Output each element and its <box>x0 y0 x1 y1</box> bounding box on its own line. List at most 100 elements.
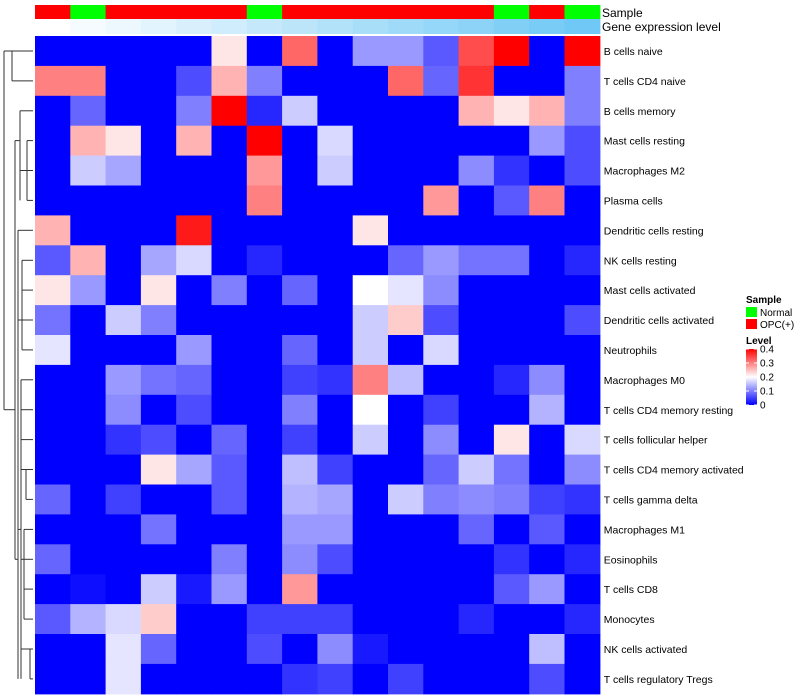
heatmap-cell <box>211 305 248 336</box>
heatmap-cell <box>564 574 601 605</box>
heatmap-cell <box>352 305 389 336</box>
sample-annotation-cell <box>35 5 71 19</box>
heatmap-cell <box>529 514 566 545</box>
heatmap-cell <box>140 394 177 426</box>
heatmap-cell <box>317 454 354 486</box>
heatmap-cell <box>493 364 530 396</box>
heatmap-cell <box>105 215 142 246</box>
heatmap-cell <box>388 125 424 157</box>
heatmap-cell <box>388 36 424 67</box>
heatmap-cell <box>317 275 354 306</box>
expression-annotation-bar <box>35 19 601 34</box>
heatmap-cell <box>493 484 530 515</box>
heatmap-cell <box>352 604 389 635</box>
heatmap-cell <box>70 155 107 187</box>
heatmap-cell <box>423 275 460 306</box>
heatmap-cell <box>529 215 566 246</box>
level-tick-label: 0 <box>760 401 766 412</box>
heatmap-cell <box>246 514 283 545</box>
expression-annotation-cell <box>35 19 71 34</box>
heatmap-cell <box>352 574 389 605</box>
heatmap-cell <box>211 454 248 486</box>
heatmap-cell <box>176 215 213 246</box>
heatmap-cell <box>140 185 177 216</box>
heatmap-cell <box>493 454 530 486</box>
heatmap-cell <box>35 275 71 306</box>
heatmap-cell <box>352 394 389 426</box>
heatmap-cell <box>352 125 389 157</box>
heatmap-cell <box>35 424 71 456</box>
level-legend: Level 0.4 0.3 0.2 0.1 0 <box>746 336 774 412</box>
heatmap-cell <box>423 305 460 336</box>
legend-swatch-opc <box>746 319 757 329</box>
heatmap-cell <box>105 155 142 187</box>
heatmap-cell <box>388 663 424 695</box>
sample-annotation-cell <box>211 5 248 19</box>
heatmap-cell <box>176 364 213 396</box>
heatmap-cell <box>105 574 142 605</box>
heatmap-cell <box>246 305 283 336</box>
heatmap-cell <box>105 484 142 515</box>
heatmap-cell <box>564 514 601 545</box>
heatmap-cell <box>529 394 566 426</box>
heatmap-cell <box>529 95 566 127</box>
heatmap-cell <box>529 544 566 575</box>
heatmap-cell <box>352 544 389 575</box>
heatmap-cell <box>105 95 142 127</box>
heatmap-cell <box>529 634 566 665</box>
row-label: T cells follicular helper <box>604 435 708 447</box>
heatmap-cell <box>282 514 318 545</box>
heatmap-cell <box>529 36 566 67</box>
heatmap-cell <box>352 185 389 216</box>
heatmap-cell <box>246 394 283 426</box>
heatmap-cell <box>140 36 177 67</box>
heatmap-cell <box>458 155 495 187</box>
heatmap-cell <box>388 604 424 635</box>
heatmap-cell <box>423 394 460 426</box>
heatmap-cell <box>140 454 177 486</box>
heatmap-cell <box>176 125 213 157</box>
heatmap-cell <box>458 335 495 366</box>
heatmap-cell <box>458 65 495 97</box>
heatmap-cell <box>211 245 248 276</box>
heatmap-cell <box>176 544 213 575</box>
heatmap-cell <box>35 604 71 635</box>
heatmap-cell <box>317 484 354 515</box>
heatmap-cell <box>282 155 318 187</box>
heatmap-cell <box>176 514 213 545</box>
heatmap-cell <box>529 604 566 635</box>
heatmap-cell <box>35 95 71 127</box>
heatmap-cell <box>388 95 424 127</box>
row-label: Mast cells resting <box>604 136 685 148</box>
row-label: Dendritic cells activated <box>604 315 714 327</box>
heatmap-cell <box>564 663 601 695</box>
heatmap-cell <box>70 364 107 396</box>
heatmap-cell <box>282 125 318 157</box>
heatmap-cell <box>176 335 213 366</box>
heatmap-cell <box>423 454 460 486</box>
heatmap-cell <box>423 424 460 456</box>
heatmap-cell <box>246 185 283 216</box>
heatmap-cell <box>352 95 389 127</box>
heatmap-cell <box>458 663 495 695</box>
heatmap-cell <box>423 364 460 396</box>
heatmap-cell <box>105 634 142 665</box>
heatmap-cell <box>105 663 142 695</box>
heatmap-cell <box>317 574 354 605</box>
sample-annotation-cell <box>564 5 601 19</box>
heatmap-cell <box>282 604 318 635</box>
heatmap-cell <box>529 335 566 366</box>
heatmap-cell <box>564 604 601 635</box>
legend-label-normal: Normal <box>760 308 792 319</box>
heatmap-cell <box>140 424 177 456</box>
heatmap-cell <box>282 634 318 665</box>
sample-annotation-cell <box>388 5 424 19</box>
heatmap-cell <box>352 514 389 545</box>
expression-annotation-cell <box>564 19 601 34</box>
heatmap-cell <box>35 335 71 366</box>
heatmap-cell <box>564 305 601 336</box>
heatmap-cell <box>352 335 389 366</box>
heatmap-cell <box>564 36 601 67</box>
heatmap-cell <box>282 394 318 426</box>
